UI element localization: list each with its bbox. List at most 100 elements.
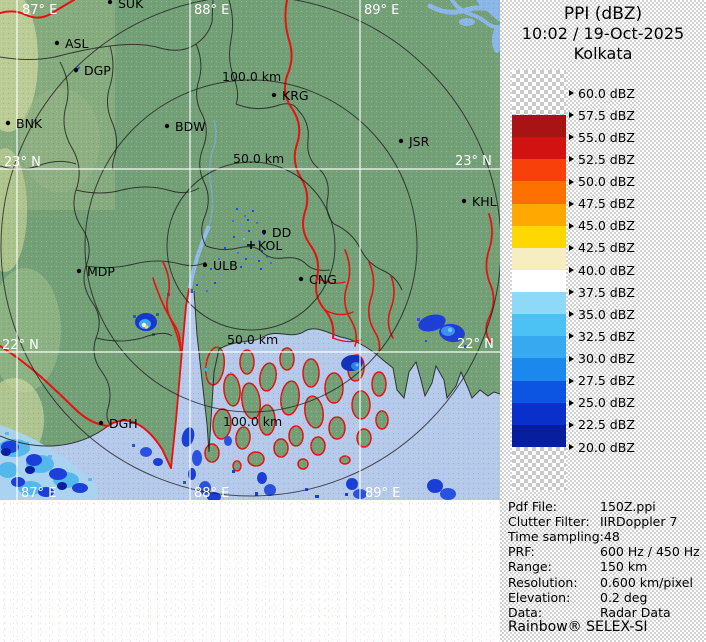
map-labels: 87° E 88° E 89° E 87° E 88° E 89° E 23° N 23° N… xyxy=(2,0,497,500)
legend-row: 20.0 dBZ xyxy=(569,439,635,455)
legend-row: 32.5 dBZ xyxy=(569,328,635,344)
city-label: BNK xyxy=(16,116,43,131)
tick-arrow-icon xyxy=(569,244,574,251)
city-label: DGH xyxy=(109,416,138,431)
legend-band-transparent-top xyxy=(512,70,566,115)
range-ring-label: 50.0 km xyxy=(227,332,278,347)
city-label: KHL xyxy=(472,194,497,209)
metadata-value: 150 km xyxy=(600,559,648,575)
legend-band-3 xyxy=(512,181,566,204)
station-name: Kolkata xyxy=(573,44,633,63)
latlon-grid xyxy=(0,0,500,500)
legend-label: 30.0 dBZ xyxy=(578,351,635,367)
tick-arrow-icon xyxy=(569,399,574,406)
metadata-label: Resolution: xyxy=(508,574,578,590)
software-credit: Rainbow® SELEX-SI xyxy=(508,619,648,635)
metadata-label: PRF: xyxy=(508,544,535,560)
city-label: ULB xyxy=(213,258,238,273)
grid-coordinate-label: 89° E xyxy=(365,486,400,500)
metadata-value: IIRDoppler 7 xyxy=(600,514,678,530)
legend-band-10 xyxy=(512,336,566,359)
city-label: DGP xyxy=(84,63,111,78)
legend-label: 37.5 dBZ xyxy=(578,284,635,300)
info-panel: PPI (dBZ) 10:02 / 19-Oct-2025 Kolkata 60… xyxy=(500,0,706,642)
metadata-row: Range: 150 km xyxy=(508,559,704,574)
legend-band-12 xyxy=(512,380,566,403)
tick-arrow-icon xyxy=(569,112,574,119)
rain-echo-sea-cells xyxy=(132,368,456,500)
legend-row: 57.5 dBZ xyxy=(569,107,635,123)
city-label: JSR xyxy=(408,134,430,149)
legend-row: 42.5 dBZ xyxy=(569,240,635,256)
legend-row: 22.5 dBZ xyxy=(569,417,635,433)
legend-band-0 xyxy=(512,115,566,138)
legend-label: 60.0 dBZ xyxy=(578,85,635,101)
rain-echo-delta-cell xyxy=(341,354,363,372)
legend-band-11 xyxy=(512,358,566,381)
radar-map: 87° E 88° E 89° E 87° E 88° E 89° E 23° N 23° N… xyxy=(0,0,500,500)
range-rings xyxy=(0,0,500,497)
legend-band-13 xyxy=(512,402,566,425)
city-label: KRG xyxy=(282,88,309,103)
city-dot xyxy=(107,0,113,5)
legend-band-transparent-bottom xyxy=(512,446,566,490)
tick-arrow-icon xyxy=(569,289,574,296)
range-ring-label: 100.0 km xyxy=(223,414,282,429)
metadata-value: 150Z.ppi xyxy=(600,499,656,515)
tick-arrow-icon xyxy=(569,222,574,229)
city-dot xyxy=(202,262,208,268)
city-label: SUK xyxy=(118,0,144,11)
radar-map-svg: 87° E 88° E 89° E 87° E 88° E 89° E 23° N 23° N… xyxy=(0,0,500,500)
tick-arrow-icon xyxy=(569,333,574,340)
tick-arrow-icon xyxy=(569,178,574,185)
legend-label: 35.0 dBZ xyxy=(578,306,635,322)
legend-label: 40.0 dBZ xyxy=(578,262,635,278)
tick-arrow-icon xyxy=(569,200,574,207)
metadata-row: Elevation: 0.2 deg xyxy=(508,590,704,605)
city-dot xyxy=(98,420,104,426)
range-ring-label: 100.0 km xyxy=(222,69,281,84)
legend-band-7 xyxy=(512,269,566,293)
metadata-label: Range: xyxy=(508,559,552,575)
grid-coordinate-label: 22° N xyxy=(2,338,39,353)
city-dot xyxy=(398,138,404,144)
city-label: ASL xyxy=(65,36,88,51)
grid-coordinate-label: 22° N xyxy=(457,337,494,352)
tick-arrow-icon xyxy=(569,444,574,451)
city-dot xyxy=(73,67,79,73)
legend-row: 30.0 dBZ xyxy=(569,351,635,367)
metadata-value: Radar Data xyxy=(600,604,671,620)
scan-timestamp: 10:02 / 19-Oct-2025 xyxy=(521,24,685,43)
metadata-row: Data: Radar Data xyxy=(508,605,704,620)
city-dot xyxy=(54,40,60,46)
metadata-row: Pdf File: 150Z.ppi xyxy=(508,499,704,514)
legend-label: 25.0 dBZ xyxy=(578,395,635,411)
grid-coordinate-label: 23° N xyxy=(4,155,41,170)
grid-coordinate-label: 87° E xyxy=(21,486,56,500)
city-dot xyxy=(298,276,304,282)
legend-band-5 xyxy=(512,225,566,248)
radar-site-plus-marker xyxy=(247,241,255,249)
city-dot xyxy=(271,92,277,98)
metadata-row: Resolution: 0.600 km/pixel xyxy=(508,574,704,590)
tick-arrow-icon xyxy=(569,311,574,318)
city-label: DD xyxy=(272,225,291,240)
city-dot xyxy=(164,123,170,129)
city-dot xyxy=(461,198,467,204)
legend-label: 42.5 dBZ xyxy=(578,240,635,256)
legend-label: 55.0 dBZ xyxy=(578,129,635,145)
legend-label: 57.5 dBZ xyxy=(578,107,635,123)
legend-row: 52.5 dBZ xyxy=(569,151,635,167)
legend-band-1 xyxy=(512,137,566,160)
legend-row: 27.5 dBZ xyxy=(569,373,635,389)
legend-label: 47.5 dBZ xyxy=(578,196,635,212)
legend-label: 50.0 dBZ xyxy=(578,174,635,190)
red-borders xyxy=(0,0,495,469)
grid-coordinate-label: 88° E xyxy=(194,3,229,18)
rain-echo-sw-cell xyxy=(133,313,159,336)
legend-row: 40.0 dBZ xyxy=(569,262,635,278)
city-label: KOL xyxy=(258,238,282,253)
rain-echoes xyxy=(0,66,467,500)
metadata-row: Time sampling: 48 xyxy=(508,529,704,544)
metadata-value: 0.2 deg xyxy=(600,589,648,605)
